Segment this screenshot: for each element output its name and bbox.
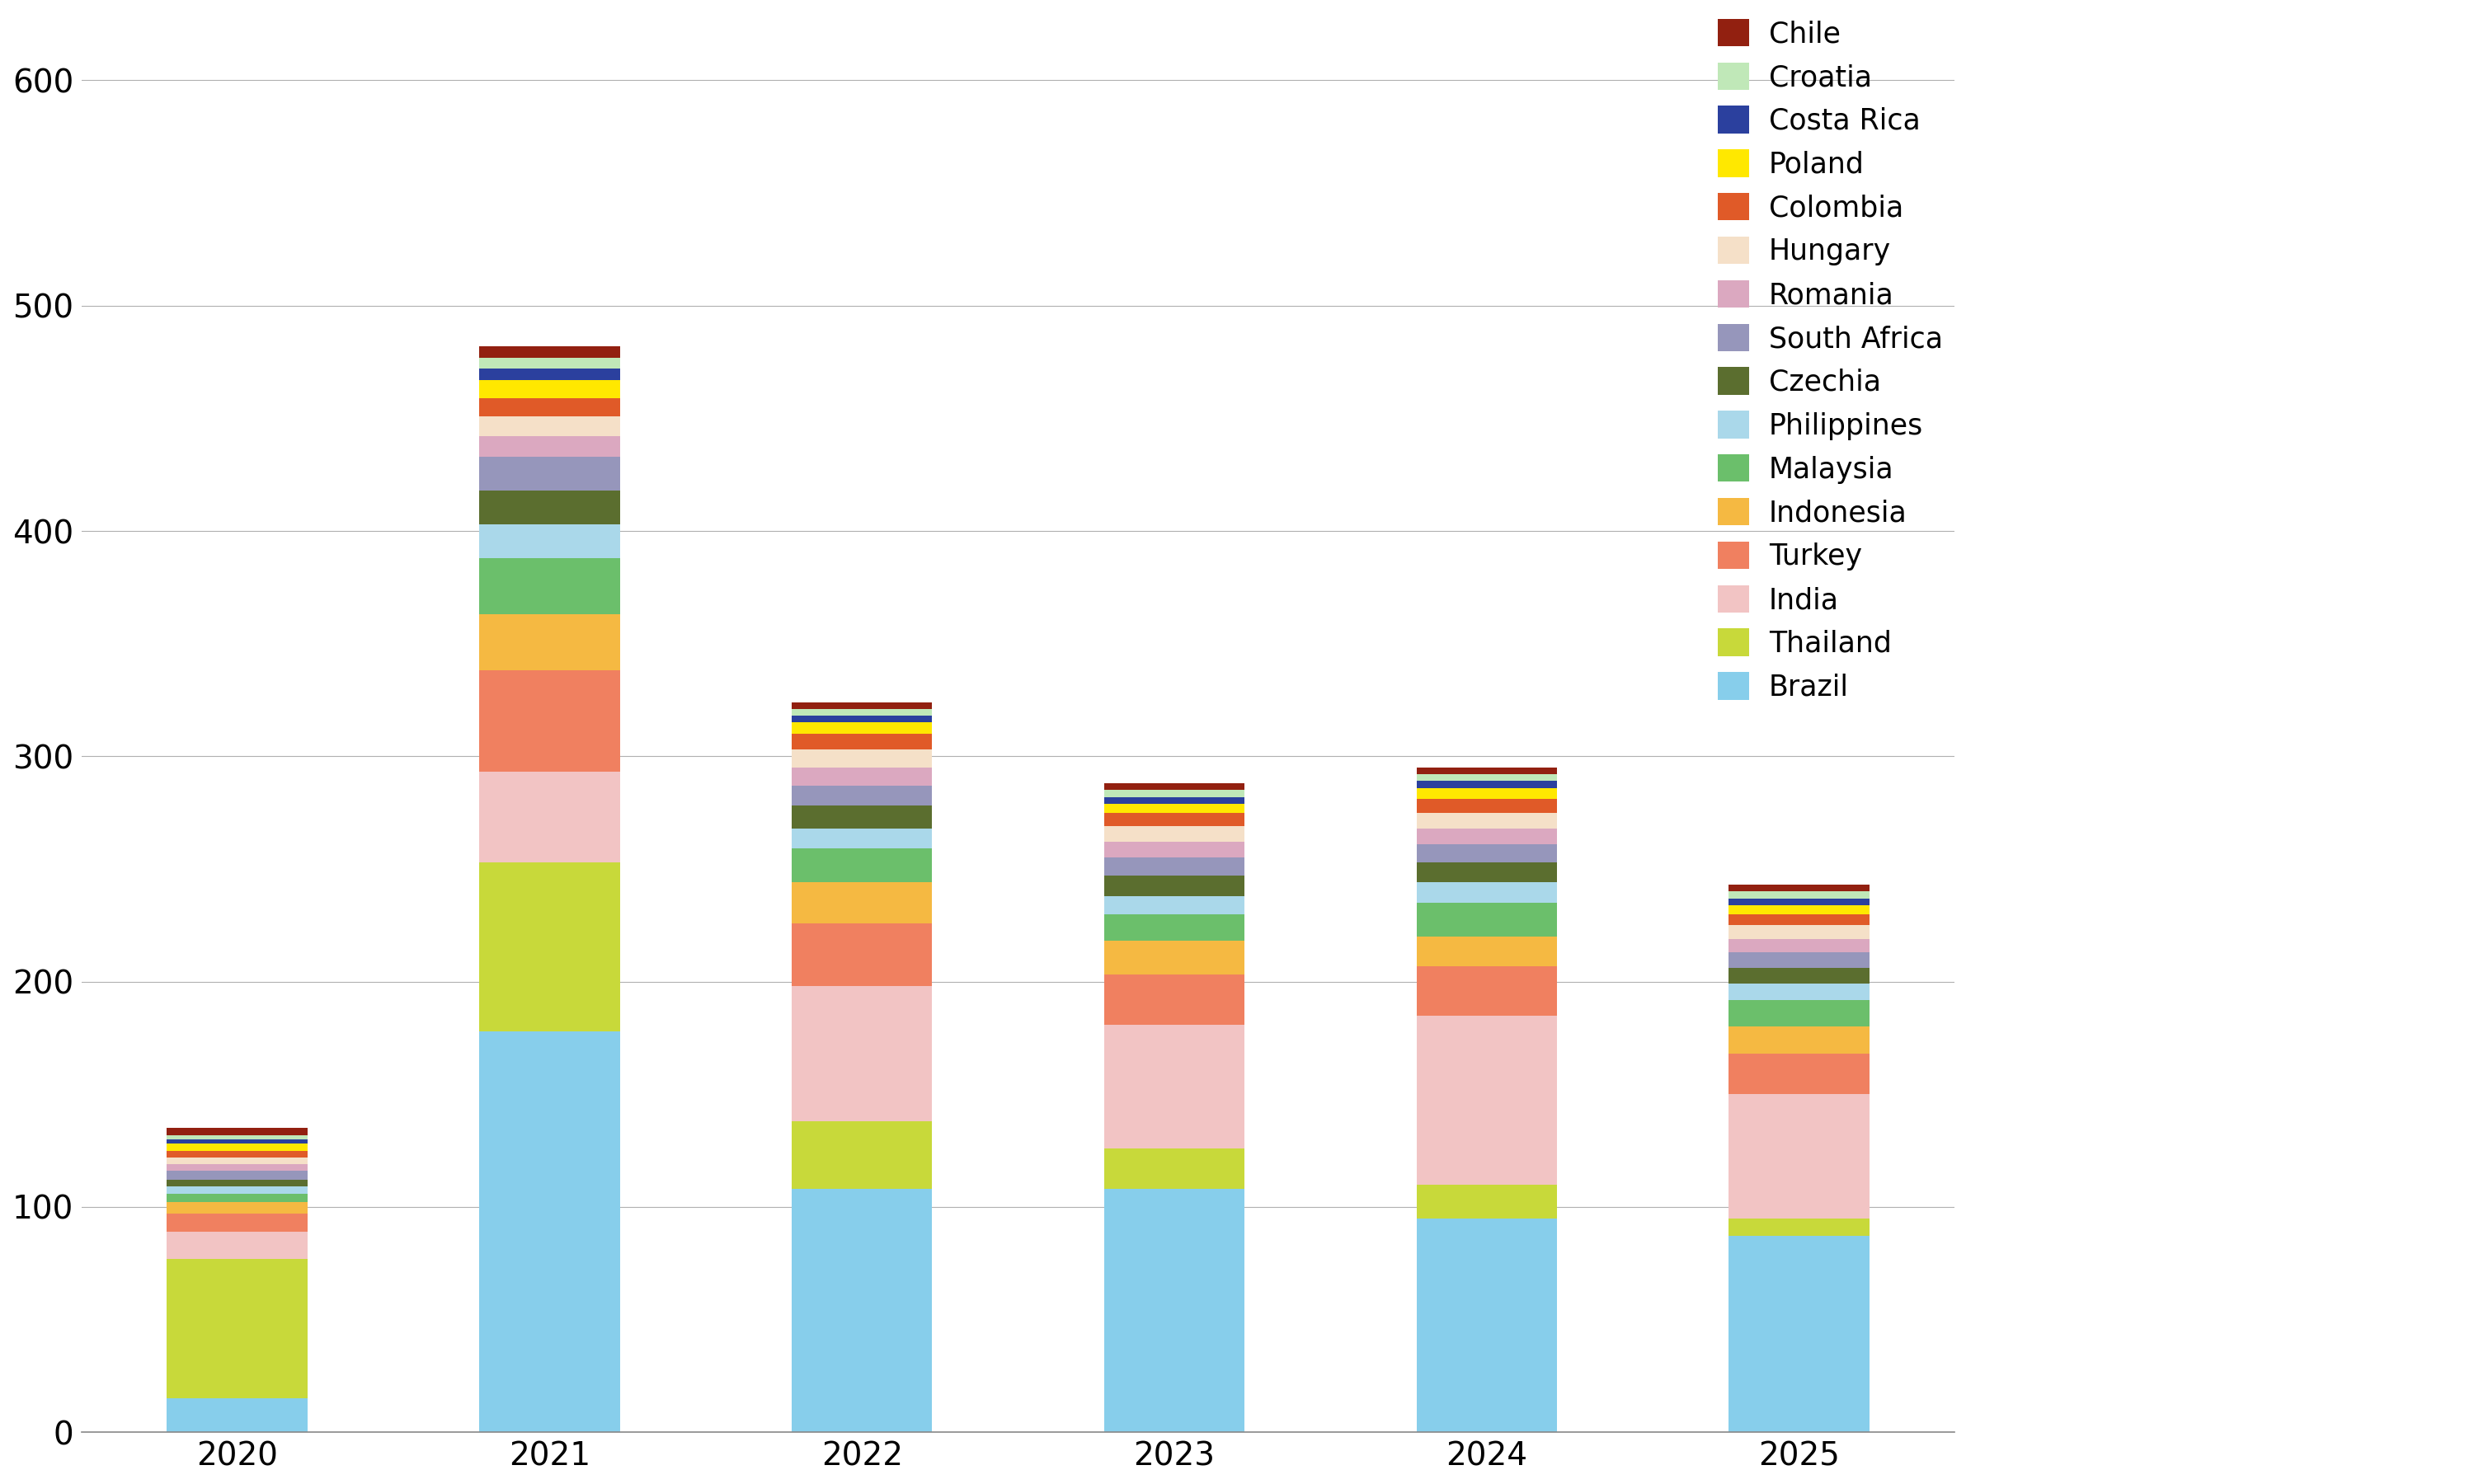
Bar — [166, 1202, 307, 1214]
Bar — [166, 1214, 307, 1232]
Bar — [1103, 914, 1244, 941]
Bar — [792, 785, 933, 806]
Bar — [1418, 966, 1556, 1015]
Bar — [1729, 926, 1870, 939]
Bar — [1418, 1184, 1556, 1218]
Bar — [166, 1232, 307, 1258]
Bar — [480, 368, 621, 380]
Bar — [1418, 936, 1556, 966]
Bar — [1103, 804, 1244, 813]
Bar — [480, 524, 621, 558]
Bar — [792, 723, 933, 733]
Bar — [1729, 1000, 1870, 1027]
Bar — [480, 416, 621, 436]
Bar — [1729, 884, 1870, 892]
Bar — [792, 806, 933, 828]
Bar — [1103, 813, 1244, 827]
Bar — [1729, 914, 1870, 926]
Bar — [166, 1158, 307, 1163]
Bar — [1729, 984, 1870, 1000]
Bar — [480, 614, 621, 671]
Bar — [166, 1128, 307, 1135]
Bar — [166, 1135, 307, 1140]
Legend: Chile, Croatia, Costa Rica, Poland, Colombia, Hungary, Romania, South Africa, Cz: Chile, Croatia, Costa Rica, Poland, Colo… — [1707, 7, 1954, 712]
Bar — [792, 828, 933, 849]
Bar — [792, 1122, 933, 1189]
Bar — [792, 709, 933, 715]
Bar — [480, 436, 621, 457]
Bar — [792, 767, 933, 785]
Bar — [1418, 798, 1556, 813]
Bar — [166, 1180, 307, 1187]
Bar — [480, 346, 621, 358]
Bar — [1729, 898, 1870, 905]
Bar — [1418, 788, 1556, 798]
Bar — [1103, 1189, 1244, 1432]
Bar — [1418, 902, 1556, 936]
Bar — [166, 1171, 307, 1180]
Bar — [1103, 789, 1244, 797]
Bar — [1729, 1027, 1870, 1054]
Bar — [1729, 892, 1870, 898]
Bar — [1103, 827, 1244, 841]
Bar — [792, 702, 933, 709]
Bar — [1729, 1218, 1870, 1236]
Bar — [792, 883, 933, 923]
Bar — [480, 380, 621, 398]
Bar — [1103, 784, 1244, 789]
Bar — [1729, 939, 1870, 953]
Bar — [480, 358, 621, 368]
Bar — [480, 772, 621, 862]
Bar — [1418, 862, 1556, 883]
Bar — [1418, 844, 1556, 862]
Bar — [1729, 968, 1870, 984]
Bar — [480, 457, 621, 490]
Bar — [480, 862, 621, 1031]
Bar — [166, 1187, 307, 1193]
Bar — [480, 490, 621, 524]
Bar — [480, 671, 621, 772]
Bar — [1418, 883, 1556, 902]
Bar — [792, 987, 933, 1122]
Bar — [1103, 896, 1244, 914]
Bar — [1418, 767, 1556, 775]
Bar — [166, 1193, 307, 1202]
Bar — [1103, 841, 1244, 858]
Bar — [792, 733, 933, 749]
Bar — [166, 1258, 307, 1398]
Bar — [480, 1031, 621, 1432]
Bar — [1418, 775, 1556, 781]
Bar — [480, 398, 621, 416]
Bar — [792, 749, 933, 767]
Bar — [792, 923, 933, 987]
Bar — [1729, 905, 1870, 914]
Bar — [1103, 975, 1244, 1024]
Bar — [166, 1140, 307, 1144]
Bar — [1418, 1218, 1556, 1432]
Bar — [1103, 941, 1244, 975]
Bar — [1418, 781, 1556, 788]
Bar — [480, 558, 621, 614]
Bar — [1729, 953, 1870, 968]
Bar — [1729, 1236, 1870, 1432]
Bar — [166, 1144, 307, 1150]
Bar — [1103, 797, 1244, 804]
Bar — [166, 1150, 307, 1158]
Bar — [1729, 1094, 1870, 1218]
Bar — [1418, 813, 1556, 828]
Bar — [1103, 1024, 1244, 1149]
Bar — [1418, 1015, 1556, 1184]
Bar — [1729, 1054, 1870, 1094]
Bar — [792, 715, 933, 723]
Bar — [792, 1189, 933, 1432]
Bar — [1418, 828, 1556, 844]
Bar — [1103, 858, 1244, 876]
Bar — [166, 1398, 307, 1432]
Bar — [792, 849, 933, 883]
Bar — [1103, 876, 1244, 896]
Bar — [1103, 1149, 1244, 1189]
Bar — [166, 1163, 307, 1171]
